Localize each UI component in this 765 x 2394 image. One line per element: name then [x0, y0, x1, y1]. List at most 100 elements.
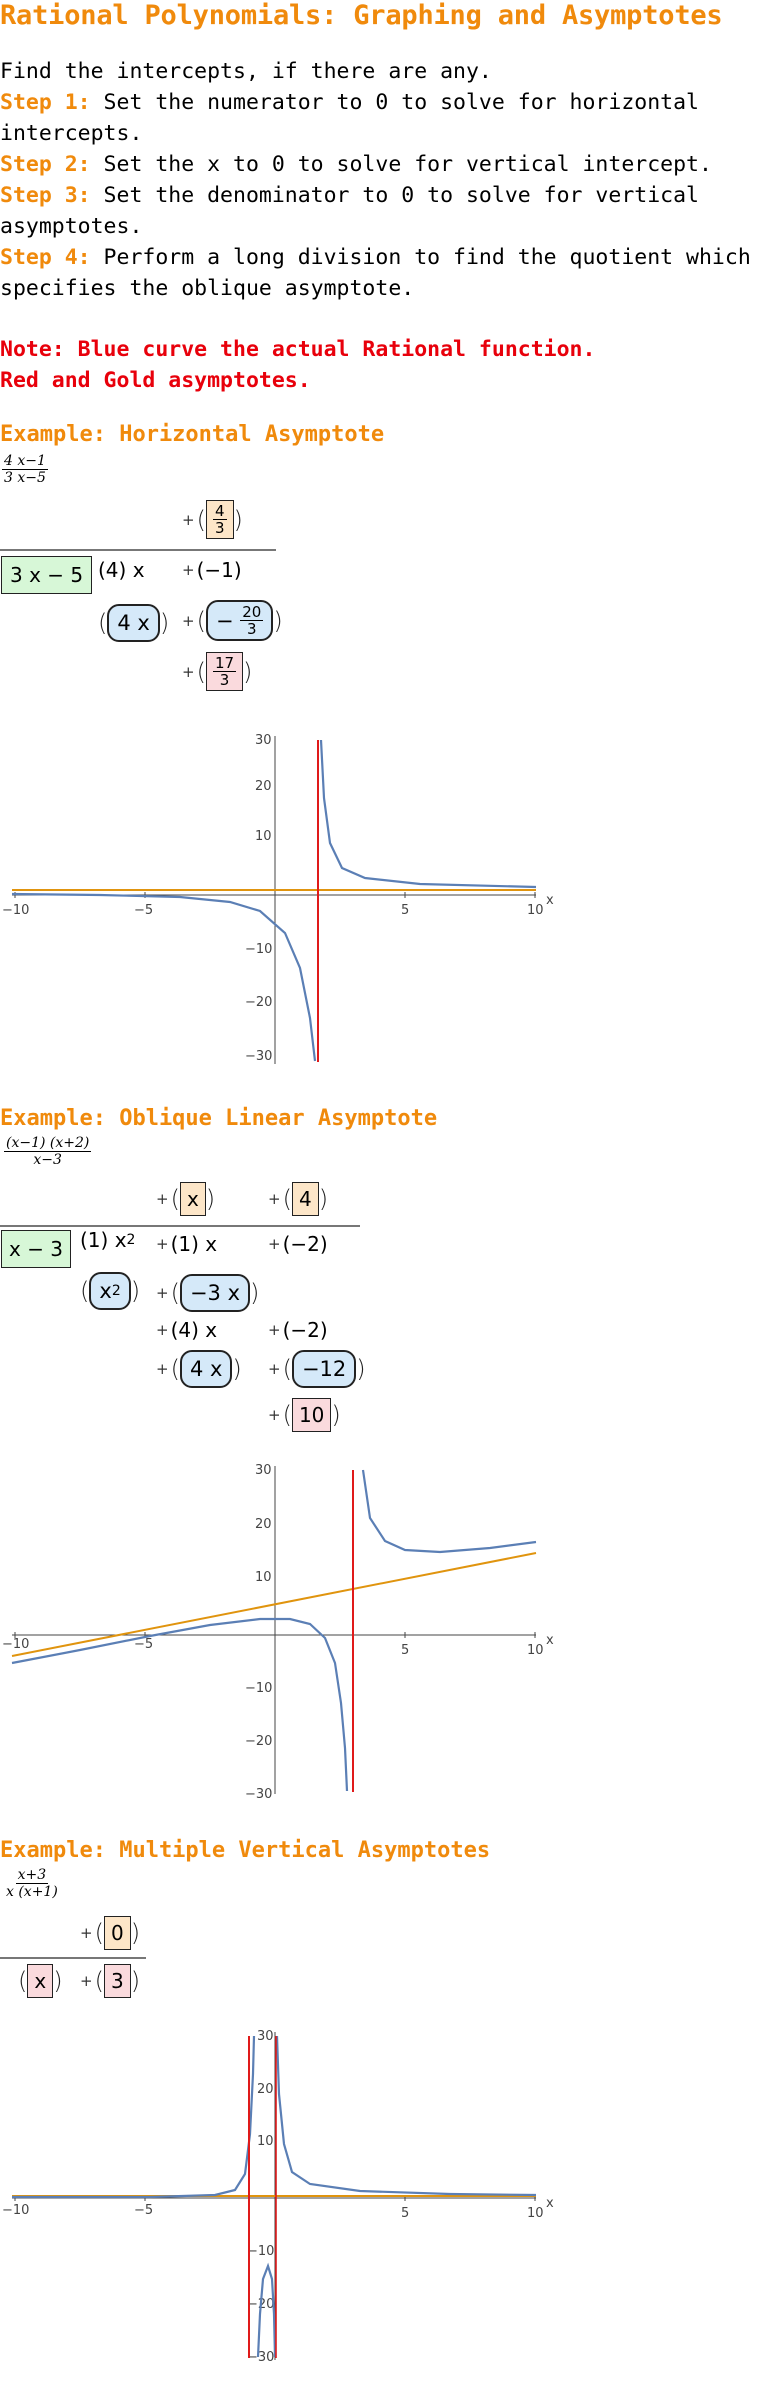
row2-term-b-box: −3 x [179, 1274, 251, 1312]
row3-term-a: + (4) x [156, 1318, 218, 1342]
division-rule [0, 549, 276, 551]
quotient-box-2: 4 [291, 1182, 319, 1216]
row4-term-b-box: −12 [291, 1350, 357, 1388]
remainder-term: +(10) [268, 1398, 341, 1432]
rational-curve-left [12, 2035, 256, 2199]
y-tick-label: 30 [255, 1463, 272, 1478]
step-3-label: Step 3: [0, 183, 91, 208]
example-2-title: Example: Oblique Linear Asymptote [0, 1106, 438, 1131]
remainder-box: 10 [291, 1398, 332, 1432]
y-tick-label: 10 [255, 1570, 272, 1585]
page-title: Rational Polynomials: Graphing and Asymp… [0, 0, 723, 31]
x-tick-label: −5 [134, 1637, 153, 1652]
x-axis-label: x [546, 1633, 554, 1648]
quotient-term-2: +(4) [268, 1182, 328, 1216]
row3-term-b-value: (−2) [282, 1318, 328, 1342]
quotient-box-1: x [179, 1182, 206, 1216]
x-axis-label: x [546, 893, 554, 908]
row1-term-b: + (1) x [156, 1232, 218, 1256]
step-3: Step 3: Set the denominator to 0 to solv… [0, 180, 760, 242]
row2-term-b: +(−3 x) [156, 1274, 259, 1312]
y-tick-label: −30 [247, 2350, 274, 2364]
y-tick-label: −20 [245, 1734, 272, 1749]
subtract-term-2: +( − 20 3 ) [182, 600, 283, 641]
divisor-box: x [27, 1964, 54, 1998]
step-2: Step 2: Set the x to 0 to solve for vert… [0, 149, 760, 180]
y-tick-label: −10 [245, 942, 272, 957]
x-tick-label: −10 [2, 1637, 29, 1652]
note-line-2: Red and Gold asymptotes. [0, 368, 311, 393]
row4-term-a: +(4 x) [156, 1350, 242, 1388]
remainder-num: 17 [212, 654, 237, 672]
intro-line: Find the intercepts, if there are any. [0, 59, 492, 84]
y-tick-label: −20 [245, 995, 272, 1010]
row1-term-c: + (−2) [268, 1232, 328, 1256]
remainder-den: 3 [219, 671, 230, 689]
division-rule [0, 1957, 146, 1959]
expr-denominator: 3 x−5 [4, 470, 46, 486]
row2-term-a-base: x [99, 1279, 112, 1303]
note-line-1: Note: Blue curve the actual Rational fun… [0, 337, 596, 362]
row1-term-b-value: (1) x [170, 1232, 218, 1256]
row2-term-a-exp: 2 [111, 1283, 121, 1299]
quotient-num: 4 [212, 502, 227, 520]
subtract-num: 20 [240, 603, 264, 621]
x-tick-label: −10 [2, 2203, 29, 2218]
y-tick-label: −10 [247, 2244, 274, 2259]
y-tick-label: −10 [245, 1681, 272, 1696]
dividend-term-2: + (−1) [182, 558, 242, 582]
expr-denominator: x (x+1) [6, 1884, 58, 1900]
minus-sign: − [215, 608, 234, 633]
example-3-title: Example: Multiple Vertical Asymptotes [0, 1838, 491, 1863]
x-tick-label: 10 [527, 1643, 544, 1658]
row3-term-a-value: (4) x [170, 1318, 218, 1342]
quotient-term-1: +(x) [156, 1182, 215, 1216]
dividend-term-1: (4) x [98, 558, 145, 582]
y-tick-label: 20 [257, 2082, 274, 2097]
x-tick-label: −5 [134, 2203, 153, 2218]
row2-term-a: (x 2) [80, 1272, 140, 1310]
intro-text: Find the intercepts, if there are any. S… [0, 56, 760, 304]
graph-2: −10 −5 5 10 x 30 20 10 −10 −20 −30 [2, 1463, 554, 1798]
y-tick-label: 30 [257, 2029, 274, 2044]
step-2-text: Set the x to 0 to solve for vertical int… [90, 152, 712, 177]
graph-3: −10 −5 5 10 x 30 20 10 −10 −20 −30 [2, 2029, 554, 2364]
quotient-box: 0 [103, 1916, 131, 1950]
x-tick-label: 5 [401, 2206, 409, 2221]
step-4: Step 4: Perform a long division to find … [0, 242, 760, 304]
expr-denominator: x−3 [33, 1152, 62, 1168]
x-axis-label: x [546, 2196, 554, 2211]
row3-term-b: + (−2) [268, 1318, 328, 1342]
subtract-term-1-box: 4 x [107, 604, 160, 642]
x-tick-label: −5 [134, 903, 153, 918]
example-1-title: Example: Horizontal Asymptote [0, 422, 385, 447]
rational-curve-right [319, 739, 537, 889]
y-tick-label: 20 [255, 1517, 272, 1532]
row1-term-a-base: (1) x [80, 1228, 127, 1252]
y-tick-label: −30 [245, 1049, 272, 1064]
step-3-text: Set the denominator to 0 to solve for ve… [0, 183, 699, 239]
y-tick-label: 10 [257, 2134, 274, 2149]
subtract-term-2-box: − 20 3 [205, 600, 274, 641]
dividend-box: 3 [103, 1964, 131, 1998]
quotient-term: +(0) [80, 1916, 140, 1950]
expr-numerator: (x−1) (x+2) [4, 1135, 92, 1152]
y-tick-label: 20 [255, 779, 272, 794]
example-3-expression: x+3 x (x+1) [4, 1867, 60, 1900]
subtract-term-1: (4 x) [98, 604, 169, 642]
graph-1: −10 −5 5 10 x 30 20 10 −10 −20 −30 [2, 733, 554, 1064]
example-1-expression: 4 x−1 3 x−5 [2, 453, 48, 486]
divisor: x − 3 [1, 1230, 72, 1268]
step-1-text: Set the numerator to 0 to solve for hori… [0, 90, 699, 146]
row1-term-c-value: (−2) [282, 1232, 328, 1256]
example-2-expression: (x−1) (x+2) x−3 [4, 1135, 92, 1168]
row4-term-a-box: 4 x [179, 1350, 233, 1388]
y-tick-label: 30 [255, 733, 272, 748]
plus-sign: + [182, 510, 195, 529]
x-tick-label: 10 [527, 903, 544, 918]
rational-curve-right [275, 2035, 537, 2197]
